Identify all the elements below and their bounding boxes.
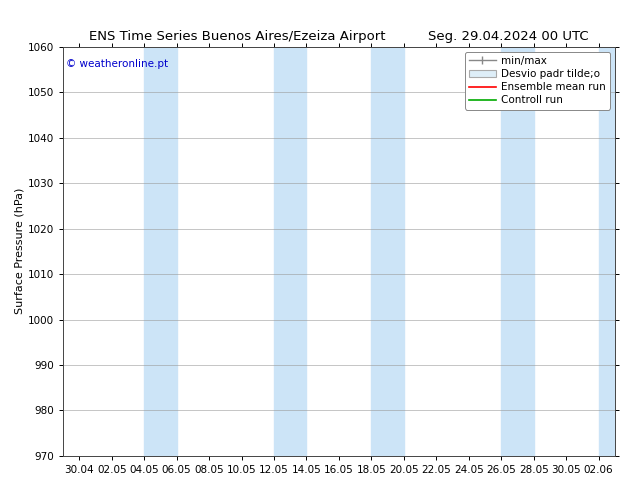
Bar [598, 47, 631, 456]
Title: ENS Time Series Buenos Aires/Ezeiza Airport          Seg. 29.04.2024 00 UTC: ENS Time Series Buenos Aires/Ezeiza Airp… [89, 30, 589, 43]
Legend: min/max, Desvio padr tilde;o, Ensemble mean run, Controll run: min/max, Desvio padr tilde;o, Ensemble m… [465, 52, 610, 110]
Y-axis label: Surface Pressure (hPa): Surface Pressure (hPa) [15, 188, 25, 315]
Bar [274, 47, 306, 456]
Bar [372, 47, 404, 456]
Text: © weatheronline.pt: © weatheronline.pt [66, 59, 168, 69]
Bar [144, 47, 177, 456]
Bar [501, 47, 534, 456]
